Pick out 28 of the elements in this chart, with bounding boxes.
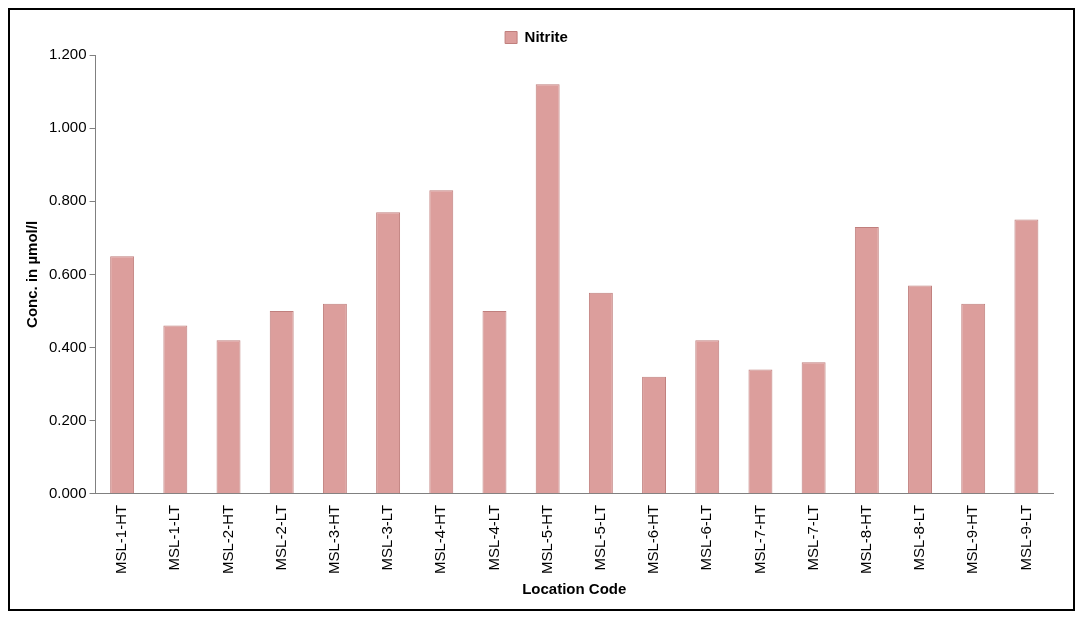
x-tick-label: MSL-1-HT (112, 504, 130, 574)
y-tick-label: 0.600 (48, 264, 87, 282)
legend-label: Nitrite (524, 27, 568, 45)
x-tick-label: MSL-1-LT (165, 504, 183, 571)
x-tick-label: MSL-3-LT (378, 504, 396, 571)
x-tick-label: MSL-6-HT (644, 504, 662, 574)
x-axis-title: Location Code (522, 580, 627, 598)
y-tick-label: 0.000 (48, 483, 87, 501)
x-tick-label: MSL-5-LT (591, 504, 609, 571)
x-tick-label: MSL-8-HT (856, 504, 874, 574)
y-tick-label: 0.400 (48, 337, 87, 355)
x-tick-label: MSL-6-LT (697, 504, 715, 571)
x-tick-label: MSL-8-LT (910, 504, 928, 571)
y-axis-title: Conc. in µmol/l (23, 220, 41, 328)
y-tick-label: 1.000 (48, 118, 87, 136)
x-tick-label: MSL-9-LT (1016, 504, 1034, 571)
x-tick-label: MSL-4-HT (431, 504, 449, 574)
y-tick-label: 0.800 (48, 191, 87, 209)
x-tick-label: MSL-3-HT (325, 504, 343, 574)
x-tick-label: MSL-4-LT (484, 504, 502, 571)
x-tick-label: MSL-7-LT (803, 504, 821, 571)
x-tick-label: MSL-2-LT (271, 504, 289, 571)
x-tick-label: MSL-5-HT (537, 504, 555, 574)
y-tick-label: 1.200 (48, 45, 87, 63)
x-tick-label: MSL-9-HT (963, 504, 981, 574)
y-tick-label: 0.200 (48, 410, 87, 428)
x-tick-label: MSL-7-HT (750, 504, 768, 574)
x-tick-label: MSL-2-HT (218, 504, 236, 574)
